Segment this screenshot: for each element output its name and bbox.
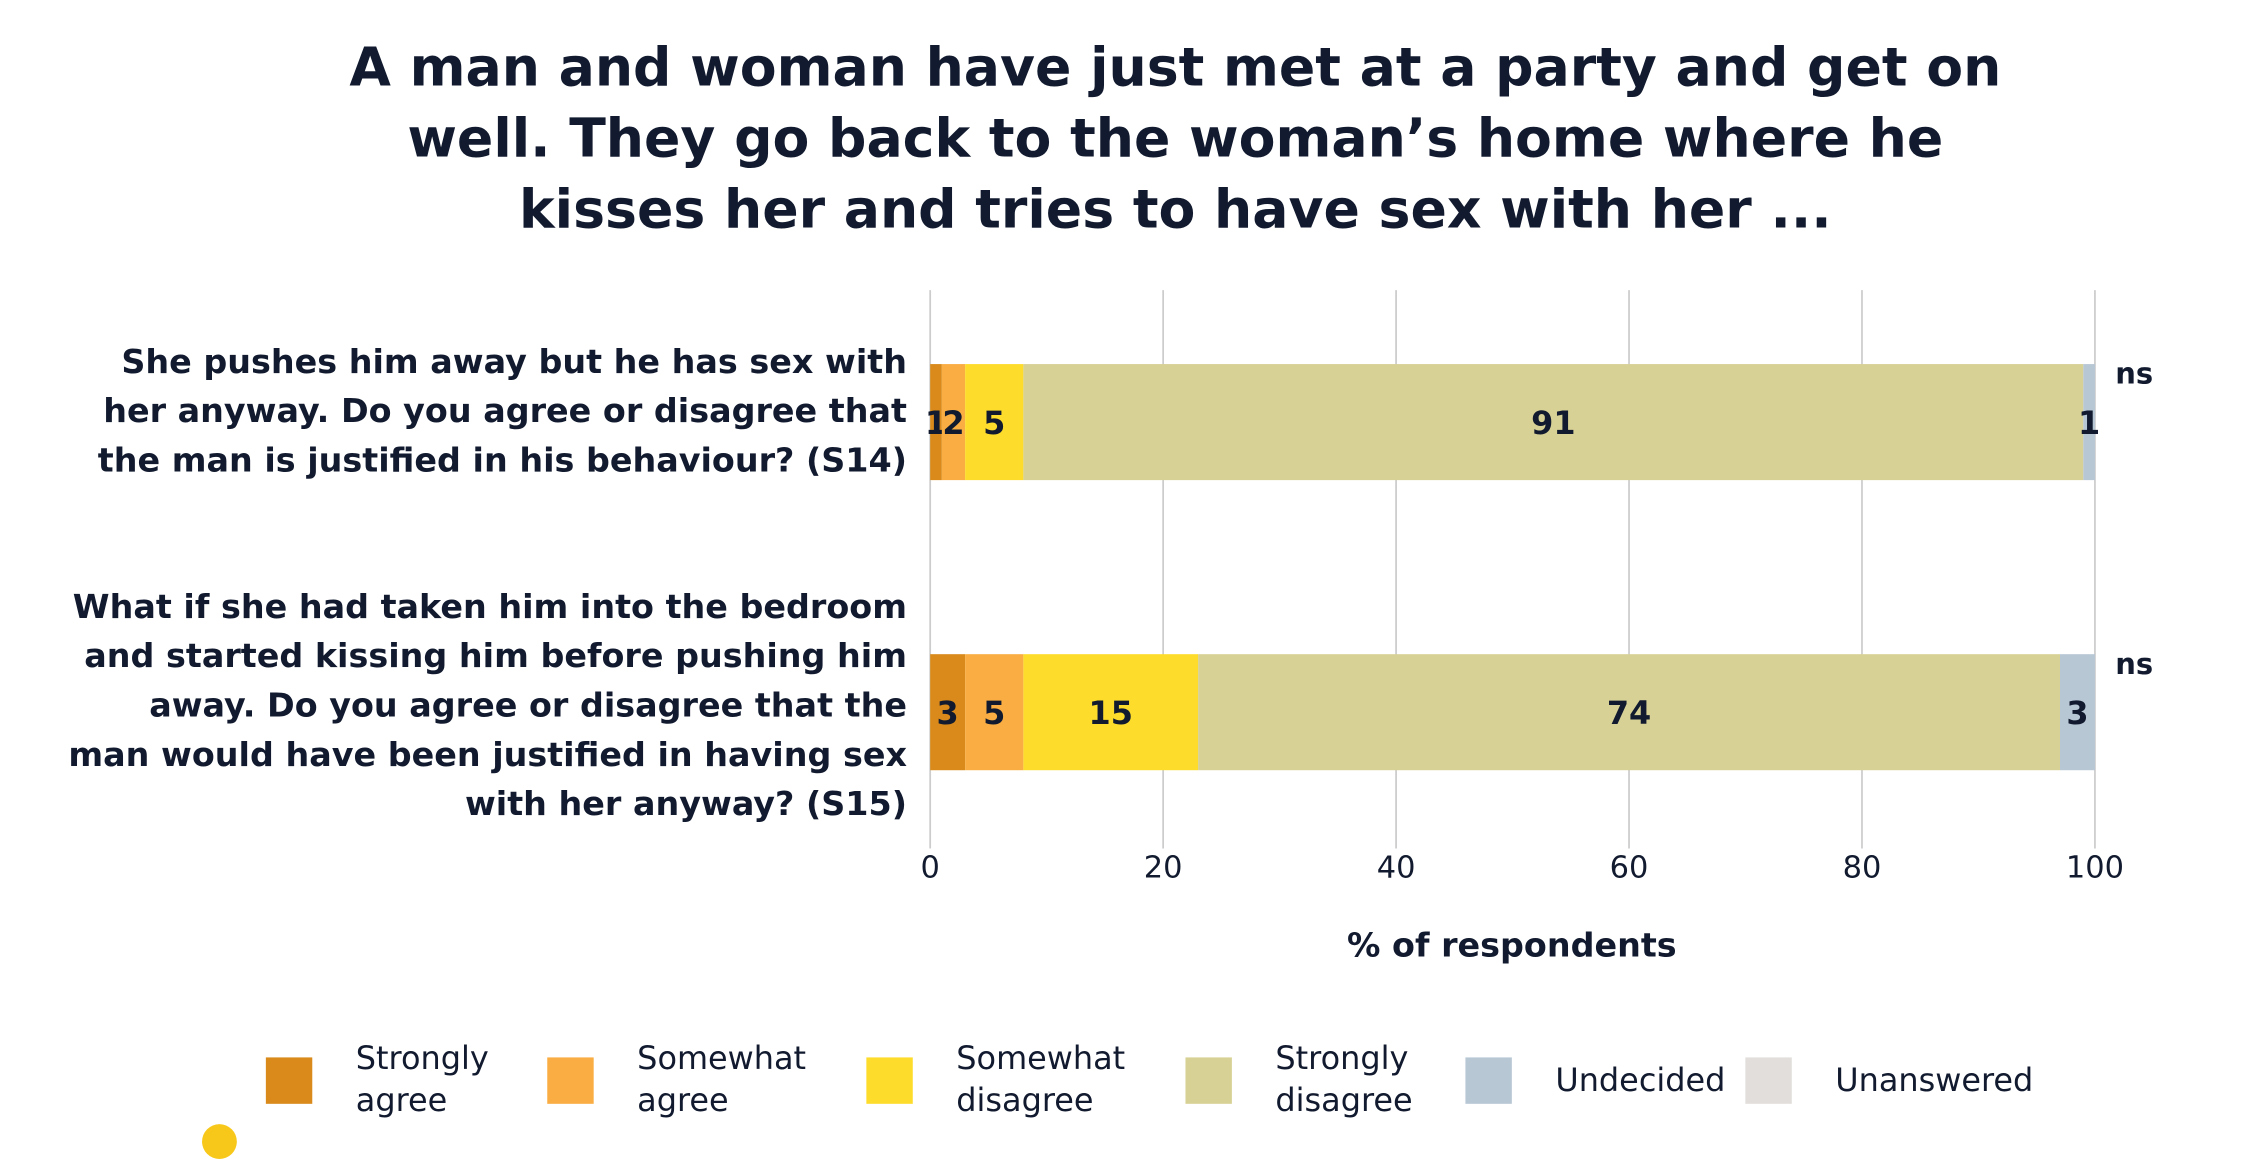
category-label: What if she had taken him into the bedro… — [68, 588, 907, 824]
data-label: 1 — [2078, 404, 2100, 442]
legend-label-box: Unanswered — [1835, 1062, 2032, 1099]
data-label: 3 — [937, 694, 959, 732]
data-label: 91 — [1531, 404, 1575, 442]
legend-swatch — [1465, 1057, 1512, 1104]
category-label-box: She pushes him away but he has sex with … — [97, 343, 907, 481]
annotation: ns — [2115, 357, 2153, 391]
legend-swatch — [547, 1057, 594, 1104]
x-tick-label: 0 — [920, 850, 939, 885]
legend-swatch — [866, 1057, 913, 1104]
legend-label-box: Strongly agree — [355, 1041, 489, 1120]
category-label: She pushes him away but he has sex with … — [97, 343, 907, 481]
x-tick-label: 40 — [1377, 850, 1416, 885]
x-tick-label: 20 — [1144, 850, 1183, 885]
x-tick-label: 80 — [1843, 850, 1882, 885]
bar-segment — [1198, 654, 2060, 771]
annotation: ns — [2115, 647, 2153, 681]
legend-label: Somewhat agree — [637, 1041, 807, 1120]
data-label: 2 — [942, 404, 964, 442]
x-axis-label: % of respondents — [1347, 926, 1677, 965]
chart-title: A man and woman have just met at a party… — [349, 36, 2002, 241]
legend-label-box: Somewhat agree — [637, 1041, 807, 1120]
legend-label: Strongly disagree — [1275, 1041, 1413, 1120]
legend-label-box: Strongly disagree — [1275, 1041, 1413, 1120]
legend-label: Undecided — [1555, 1062, 1726, 1099]
chart-title-box: A man and woman have just met at a party… — [349, 36, 2002, 241]
bar-segment — [930, 364, 942, 481]
legend-label-box: Somewhat disagree — [956, 1041, 1126, 1120]
bar-segment — [1023, 654, 1199, 771]
bar-segment — [930, 654, 966, 771]
decoration-dot — [202, 1124, 237, 1159]
bar-segment — [965, 364, 1024, 481]
data-label: 15 — [1089, 694, 1133, 732]
data-label: 3 — [2066, 694, 2088, 732]
bar-segment — [2083, 364, 2095, 481]
bar-segment — [1023, 364, 2084, 481]
bar-segment — [2059, 654, 2095, 771]
legend-label: Somewhat disagree — [956, 1041, 1126, 1120]
bar-segment — [941, 364, 966, 481]
data-label: 5 — [983, 694, 1005, 732]
data-label: 1 — [925, 404, 947, 442]
x-tick-label: 100 — [2066, 850, 2124, 885]
data-label: 5 — [983, 404, 1005, 442]
legend-label: Strongly agree — [355, 1041, 489, 1120]
bar-segment — [965, 654, 1024, 771]
legend-swatch — [1185, 1057, 1232, 1104]
legend-swatch — [265, 1057, 313, 1104]
data-label: 74 — [1607, 694, 1651, 732]
legend-label: Unanswered — [1835, 1062, 2032, 1099]
legend-label-box: Undecided — [1555, 1062, 1726, 1099]
legend-swatch — [1745, 1057, 1792, 1104]
category-label-box: What if she had taken him into the bedro… — [68, 588, 907, 824]
x-tick-label: 60 — [1610, 850, 1649, 885]
